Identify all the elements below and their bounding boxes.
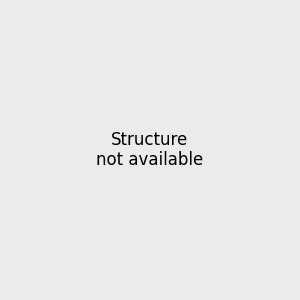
Text: Structure
not available: Structure not available — [96, 130, 204, 170]
